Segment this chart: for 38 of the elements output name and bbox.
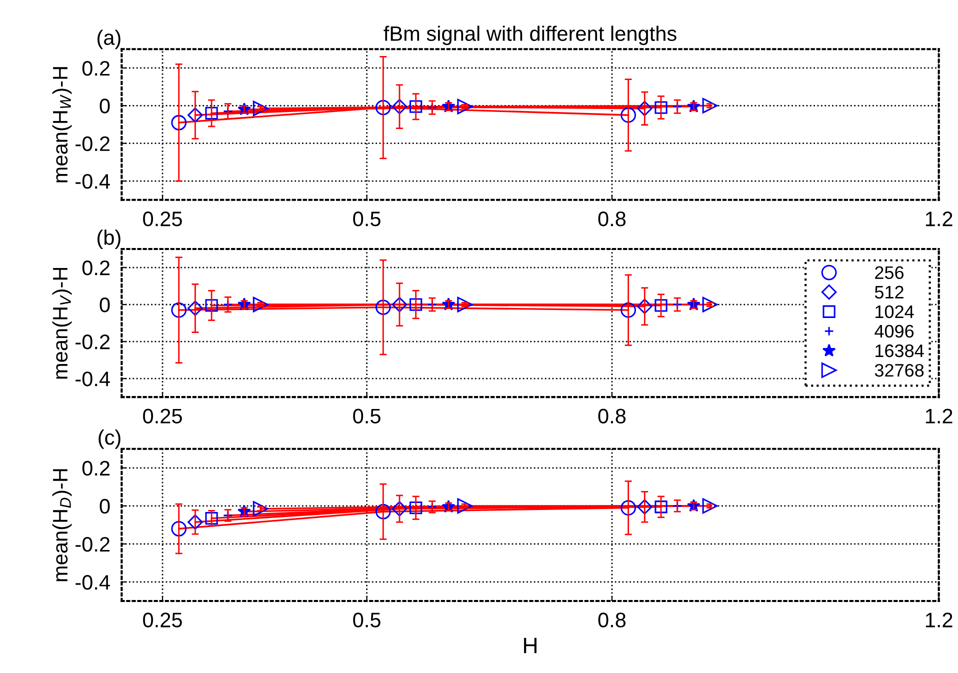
legend-label: 32768 [874, 364, 924, 377]
y-tick-label: -0.2 [76, 334, 110, 350]
y-tick-label: 0.2 [82, 60, 110, 76]
x-tick-label: 0.5 [353, 408, 380, 424]
x-axis-title: H [524, 638, 536, 654]
x-tick-label: 0.5 [353, 212, 380, 226]
y-tick-label: 0 [100, 98, 110, 114]
x-tick-label: 1.2 [926, 612, 952, 628]
legend-label: 256 [875, 266, 904, 280]
x-tick-label: 0.5 [353, 612, 380, 628]
text: (b) [98, 230, 120, 249]
x-tick-label: 0.8 [598, 612, 626, 628]
x-tick-label: 0.8 [598, 212, 626, 226]
y-tick-label: -0.4 [76, 372, 110, 386]
y-axis-title: mean(H$_{D}$)-H [52, 469, 72, 582]
y-tick-label: 0 [100, 498, 110, 514]
legend-label: 4096 [874, 324, 914, 338]
y-tick-label: -0.2 [76, 536, 110, 552]
legend-label: 16384 [876, 344, 924, 358]
x-tick-label: 0.25 [143, 408, 182, 424]
text: (c) [98, 429, 120, 449]
legend-label: 512 [874, 286, 904, 299]
x-tick-label: 0.25 [143, 612, 182, 628]
x-tick-label: 1.2 [926, 212, 952, 226]
x-tick-label: 0.25 [143, 212, 182, 226]
text: (a) [98, 30, 120, 50]
x-tick-label: 0.8 [598, 408, 626, 424]
y-tick-label: 0.2 [82, 460, 110, 476]
chart-title: fBm signal with different lengths [384, 26, 676, 46]
y-tick-label: 0.2 [82, 260, 110, 276]
y-axis-title: mean(H$_{W}$)-H [52, 67, 72, 182]
y-tick-label: -0.4 [76, 174, 110, 189]
y-tick-label: -0.2 [76, 136, 110, 152]
y-axis-title: mean(H$_{V}$)-H [52, 268, 72, 379]
y-tick-label: 0 [100, 298, 110, 312]
legend-label: 1024 [876, 305, 914, 318]
x-tick-label: 1.2 [926, 408, 952, 424]
y-tick-label: -0.4 [76, 574, 110, 590]
